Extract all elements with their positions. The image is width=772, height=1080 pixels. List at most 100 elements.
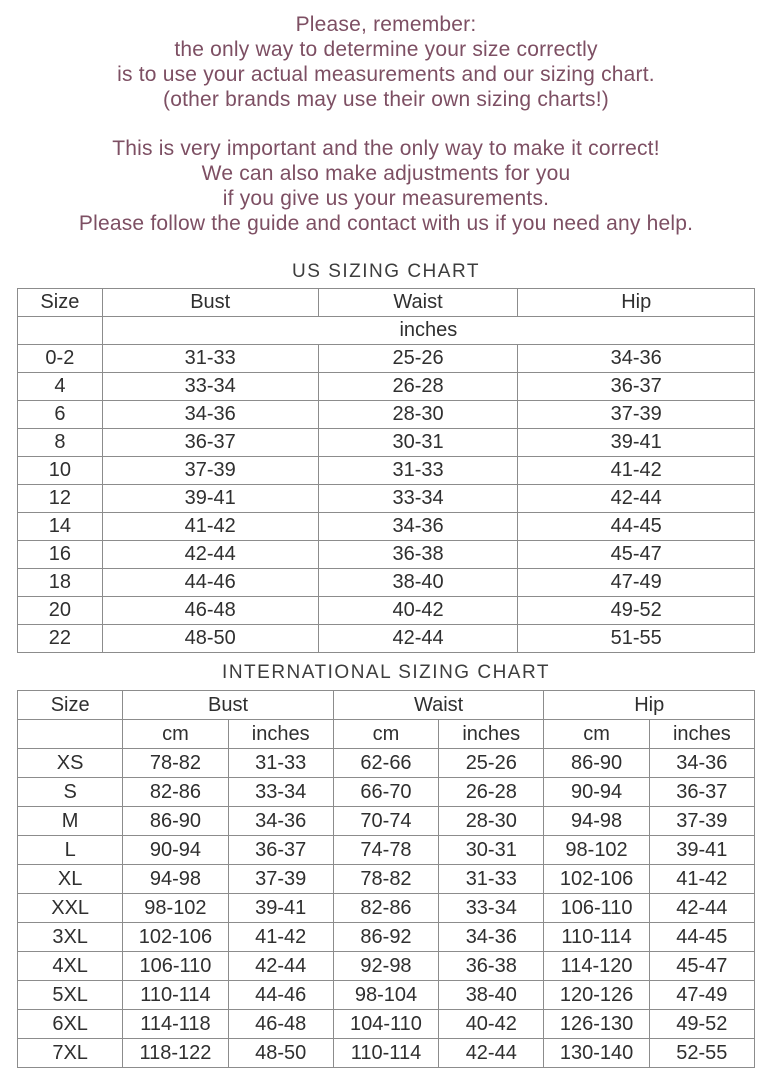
column-header-bust: Bust: [101, 288, 319, 317]
table-row: 16 42-44 36-38 45-47: [17, 540, 755, 569]
bust-in-cell: 46-48: [227, 1009, 334, 1039]
table-row: 7XL 118-122 48-50 110-114 42-44 130-140 …: [16, 1038, 756, 1068]
table-row: 3XL 102-106 41-42 86-92 34-36 110-114 44…: [16, 922, 756, 952]
size-cell: L: [16, 835, 124, 865]
size-cell: 8: [17, 428, 103, 457]
column-header-waist: Waist: [332, 690, 545, 720]
hip-cell: 49-52: [517, 596, 755, 625]
column-header-bust: Bust: [122, 690, 334, 720]
hip-cm-cell: 102-106: [543, 864, 650, 894]
unit-row: inches: [17, 316, 756, 345]
waist-cm-cell: 86-92: [332, 922, 440, 952]
bust-cell: 37-39: [101, 456, 319, 485]
hip-in-cell: 49-52: [648, 1009, 756, 1039]
bust-in-cell: 31-33: [227, 748, 334, 778]
bust-cell: 36-37: [101, 428, 319, 457]
size-cell: M: [16, 806, 124, 836]
table-row: XXL 98-102 39-41 82-86 33-34 106-110 42-…: [16, 893, 756, 923]
hip-cell: 37-39: [517, 400, 755, 429]
unit-label-cm: cm: [122, 719, 229, 749]
hip-cm-cell: 120-126: [543, 980, 650, 1010]
size-cell: 18: [17, 568, 103, 597]
intro-line: This is very important and the only way …: [112, 137, 660, 160]
size-cell: 14: [17, 512, 103, 541]
unit-label-inches: inches: [438, 719, 545, 749]
table-header-row: Size Bust Waist Hip: [16, 690, 755, 720]
hip-in-cell: 34-36: [648, 748, 756, 778]
size-cell: S: [16, 777, 124, 807]
bust-cell: 41-42: [101, 512, 319, 541]
bust-in-cell: 48-50: [227, 1038, 334, 1068]
hip-cell: 34-36: [517, 344, 755, 373]
bust-cell: 34-36: [101, 400, 319, 429]
size-cell: 7XL: [16, 1038, 124, 1068]
waist-in-cell: 34-36: [438, 922, 545, 952]
size-cell: 16: [17, 540, 103, 569]
intro-paragraph-2: This is very important and the only way …: [0, 136, 772, 236]
hip-cm-cell: 98-102: [543, 835, 650, 865]
hip-in-cell: 36-37: [648, 777, 756, 807]
waist-cm-cell: 110-114: [332, 1038, 440, 1068]
waist-cm-cell: 78-82: [332, 864, 440, 894]
bust-cell: 39-41: [101, 484, 319, 513]
waist-cm-cell: 104-110: [332, 1009, 440, 1039]
column-header-waist: Waist: [317, 288, 519, 317]
size-cell: 5XL: [16, 980, 124, 1010]
bust-in-cell: 44-46: [227, 980, 334, 1010]
hip-cell: 47-49: [517, 568, 755, 597]
unit-label-cm: cm: [543, 719, 650, 749]
hip-in-cell: 37-39: [648, 806, 756, 836]
hip-cm-cell: 114-120: [543, 951, 650, 981]
hip-cell: 45-47: [517, 540, 755, 569]
size-cell: XXL: [16, 893, 124, 923]
size-cell: 10: [17, 456, 103, 485]
waist-cell: 26-28: [317, 372, 519, 401]
bust-cm-cell: 102-106: [122, 922, 229, 952]
table-row: 6 34-36 28-30 37-39: [17, 400, 755, 429]
waist-in-cell: 42-44: [438, 1038, 545, 1068]
hip-in-cell: 47-49: [648, 980, 756, 1010]
bust-in-cell: 33-34: [227, 777, 334, 807]
table-row: S 82-86 33-34 66-70 26-28 90-94 36-37: [16, 777, 756, 807]
bust-cm-cell: 82-86: [122, 777, 229, 807]
waist-cm-cell: 92-98: [332, 951, 440, 981]
waist-cell: 38-40: [317, 568, 519, 597]
table-row: M 86-90 34-36 70-74 28-30 94-98 37-39: [16, 806, 756, 836]
waist-cell: 30-31: [317, 428, 519, 457]
size-cell: XL: [16, 864, 124, 894]
bust-in-cell: 36-37: [227, 835, 334, 865]
size-cell: 3XL: [16, 922, 124, 952]
hip-cell: 39-41: [517, 428, 755, 457]
bust-cm-cell: 114-118: [122, 1009, 229, 1039]
table-row: XS 78-82 31-33 62-66 25-26 86-90 34-36: [16, 748, 756, 778]
table-row: 0-2 31-33 25-26 34-36: [17, 344, 755, 373]
hip-cell: 41-42: [517, 456, 755, 485]
size-cell: 0-2: [17, 344, 103, 373]
table-row: L 90-94 36-37 74-78 30-31 98-102 39-41: [16, 835, 756, 865]
bust-cell: 42-44: [101, 540, 319, 569]
waist-cell: 40-42: [317, 596, 519, 625]
hip-cell: 42-44: [517, 484, 755, 513]
hip-in-cell: 45-47: [648, 951, 756, 981]
waist-in-cell: 28-30: [438, 806, 545, 836]
bust-in-cell: 37-39: [227, 864, 334, 894]
bust-cm-cell: 98-102: [122, 893, 229, 923]
us-sizing-table: Size Bust Waist Hip inches 0-2 31-33 25-…: [17, 288, 756, 653]
unit-label-inches: inches: [227, 719, 334, 749]
size-cell: 20: [17, 596, 103, 625]
empty-cell: [16, 719, 124, 749]
intl-chart-title: INTERNATIONAL SIZING CHART: [222, 662, 550, 683]
waist-cm-cell: 98-104: [332, 980, 440, 1010]
bust-cm-cell: 110-114: [122, 980, 229, 1010]
hip-in-cell: 39-41: [648, 835, 756, 865]
hip-cm-cell: 86-90: [543, 748, 650, 778]
waist-cell: 28-30: [317, 400, 519, 429]
bust-cm-cell: 78-82: [122, 748, 229, 778]
table-row: 4 33-34 26-28 36-37: [17, 372, 755, 401]
unit-row: cm inches cm inches cm inches: [16, 719, 756, 749]
waist-cell: 25-26: [317, 344, 519, 373]
size-cell: 4XL: [16, 951, 124, 981]
waist-cm-cell: 66-70: [332, 777, 440, 807]
bust-cell: 46-48: [101, 596, 319, 625]
bust-in-cell: 39-41: [227, 893, 334, 923]
